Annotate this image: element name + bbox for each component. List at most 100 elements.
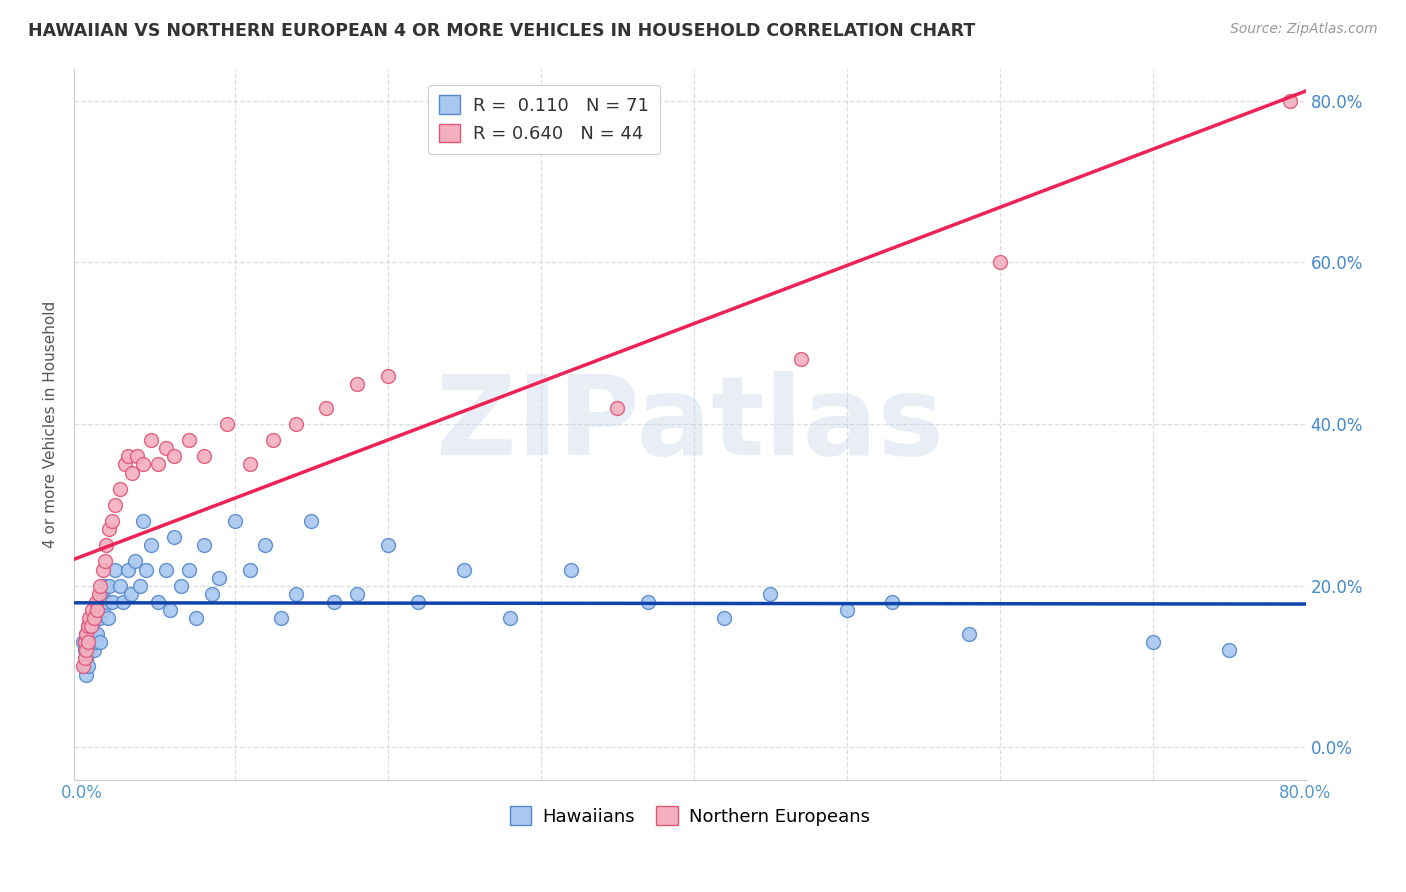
Point [835, 603, 858, 617]
Point [101, 595, 124, 609]
Point [239, 458, 262, 472]
Point [76, 619, 98, 633]
Point [124, 554, 146, 568]
Point [193, 538, 215, 552]
Point [224, 514, 246, 528]
Point [80, 611, 103, 625]
Point [315, 401, 337, 415]
Point [75, 627, 97, 641]
Point [114, 458, 136, 472]
Point [1218, 643, 1240, 657]
Point [87, 595, 110, 609]
Point [270, 611, 292, 625]
Point [1142, 635, 1164, 649]
Point [215, 417, 238, 431]
Point [83, 643, 105, 657]
Point [148, 458, 170, 472]
Point [87, 587, 110, 601]
Point [76, 635, 98, 649]
Point [80, 635, 103, 649]
Point [120, 587, 142, 601]
Point [96, 538, 118, 552]
Point [606, 401, 628, 415]
Point [73, 635, 96, 649]
Point [132, 458, 155, 472]
Point [128, 579, 150, 593]
Point [148, 595, 170, 609]
Point [186, 611, 208, 625]
Point [284, 587, 307, 601]
Point [882, 595, 904, 609]
Point [208, 571, 231, 585]
Point [789, 352, 811, 367]
Point [162, 450, 184, 464]
Point [101, 514, 124, 528]
Point [323, 595, 346, 609]
Point [76, 635, 98, 649]
Point [84, 635, 107, 649]
Point [108, 482, 131, 496]
Point [112, 595, 135, 609]
Point [104, 498, 127, 512]
Point [135, 562, 157, 576]
Point [76, 619, 98, 633]
Point [299, 514, 322, 528]
Point [117, 450, 139, 464]
Point [91, 562, 114, 576]
Point [132, 514, 155, 528]
Point [79, 611, 101, 625]
Point [1279, 94, 1302, 108]
Point [98, 579, 121, 593]
Point [86, 627, 108, 641]
Point [91, 603, 114, 617]
Point [713, 611, 735, 625]
Point [125, 450, 148, 464]
Point [79, 627, 101, 641]
Legend: Hawaiians, Northern Europeans: Hawaiians, Northern Europeans [501, 797, 879, 835]
Point [201, 587, 224, 601]
Point [560, 562, 582, 576]
Point [121, 466, 143, 480]
Point [98, 522, 121, 536]
Point [346, 376, 368, 391]
Point [93, 579, 115, 593]
Point [76, 659, 98, 673]
Point [177, 434, 200, 448]
Point [90, 587, 112, 601]
Point [93, 554, 115, 568]
Point [284, 417, 307, 431]
Point [83, 627, 105, 641]
Point [72, 659, 94, 673]
Text: ZIPatlas: ZIPatlas [436, 370, 943, 477]
Point [89, 635, 111, 649]
Point [75, 643, 97, 657]
Point [83, 611, 105, 625]
Point [89, 611, 111, 625]
Point [159, 603, 181, 617]
Point [75, 651, 97, 665]
Point [239, 562, 262, 576]
Point [96, 595, 118, 609]
Point [637, 595, 659, 609]
Point [86, 603, 108, 617]
Point [139, 434, 162, 448]
Point [86, 611, 108, 625]
Point [73, 651, 96, 665]
Point [84, 603, 107, 617]
Point [453, 562, 475, 576]
Point [79, 643, 101, 657]
Point [406, 595, 429, 609]
Point [957, 627, 980, 641]
Point [84, 595, 107, 609]
Point [170, 579, 193, 593]
Point [82, 603, 104, 617]
Point [759, 587, 782, 601]
Point [155, 562, 177, 576]
Point [155, 442, 177, 456]
Point [72, 635, 94, 649]
Point [73, 659, 96, 673]
Point [377, 368, 399, 383]
Y-axis label: 4 or more Vehicles in Household: 4 or more Vehicles in Household [44, 301, 58, 548]
Point [75, 667, 97, 681]
Point [108, 579, 131, 593]
